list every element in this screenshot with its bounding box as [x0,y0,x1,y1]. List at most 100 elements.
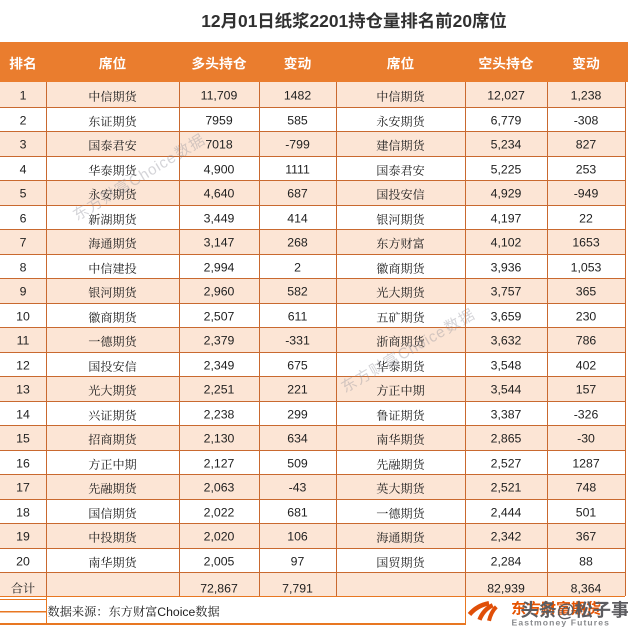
svg-text:2,130: 2,130 [204,432,235,446]
svg-text:634: 634 [287,432,308,446]
svg-text:3,548: 3,548 [491,359,522,373]
svg-text:299: 299 [287,408,308,422]
svg-text:7018: 7018 [205,138,233,152]
svg-text:88: 88 [579,555,593,569]
svg-text:582: 582 [287,285,308,299]
svg-text:2,994: 2,994 [204,261,235,275]
svg-text:402: 402 [576,359,597,373]
svg-text:01: 01 [238,11,258,31]
svg-text:10: 10 [16,310,30,324]
svg-text:4,900: 4,900 [204,163,235,177]
svg-text:4: 4 [20,163,27,177]
svg-text:11: 11 [17,334,30,348]
svg-text:611: 611 [288,310,308,324]
svg-text:19: 19 [16,530,30,544]
svg-text:3,757: 3,757 [491,285,522,299]
svg-text:12: 12 [201,11,220,31]
svg-text:2: 2 [20,114,27,128]
svg-text:72,867: 72,867 [200,581,238,595]
svg-text:2,022: 2,022 [204,506,235,520]
svg-text:6: 6 [20,212,27,226]
svg-text:2,444: 2,444 [491,506,522,520]
svg-text:-308: -308 [574,114,599,128]
svg-text:1,238: 1,238 [571,89,602,103]
svg-text:3,632: 3,632 [491,334,522,348]
svg-text:230: 230 [576,310,597,324]
svg-text:2,349: 2,349 [204,359,235,373]
svg-text:2: 2 [294,261,301,275]
svg-text:4,640: 4,640 [204,187,235,201]
svg-text:3: 3 [20,138,27,152]
svg-text:18: 18 [16,506,30,520]
svg-text:2201: 2201 [310,11,349,31]
svg-text:-331: -331 [285,334,310,348]
svg-text:268: 268 [287,236,308,250]
svg-text:Eastmoney Futures: Eastmoney Futures [512,617,610,627]
svg-text:675: 675 [287,359,308,373]
svg-text:253: 253 [576,163,597,177]
svg-text:20: 20 [453,11,472,31]
svg-text:8,364: 8,364 [571,581,602,595]
svg-text:509: 509 [287,457,308,471]
svg-text:12: 12 [16,359,30,373]
svg-text:3,387: 3,387 [491,408,522,422]
svg-text:11,709: 11,709 [201,89,238,103]
svg-text:681: 681 [287,506,308,520]
svg-text:4,197: 4,197 [491,212,522,226]
svg-text:1482: 1482 [284,89,312,103]
svg-text:Choice: Choice [157,605,195,619]
svg-text:2,527: 2,527 [491,457,522,471]
svg-text:82,939: 82,939 [487,581,525,595]
svg-text:4,929: 4,929 [491,187,522,201]
svg-text:1,053: 1,053 [571,261,602,275]
svg-text:1653: 1653 [572,236,600,250]
svg-text:687: 687 [287,187,308,201]
svg-text:3,544: 3,544 [491,383,522,397]
svg-text:1: 1 [20,89,27,103]
svg-text:14: 14 [16,408,30,422]
svg-text:5: 5 [20,187,27,201]
svg-text:-799: -799 [285,138,310,152]
svg-text:17: 17 [16,481,30,495]
svg-text:2,020: 2,020 [204,530,235,544]
svg-text:20: 20 [16,555,30,569]
svg-text:12,027: 12,027 [487,89,525,103]
svg-text:-30: -30 [577,432,595,446]
svg-text:13: 13 [16,383,30,397]
svg-text:7: 7 [20,236,27,250]
svg-text:786: 786 [576,334,597,348]
svg-text:365: 365 [576,285,597,299]
svg-text:2,284: 2,284 [491,555,522,569]
svg-text:367: 367 [576,530,597,544]
svg-text:585: 585 [287,114,308,128]
svg-text:1287: 1287 [572,457,600,471]
svg-text:3,936: 3,936 [491,261,522,275]
svg-text:221: 221 [287,383,308,397]
svg-text:7,791: 7,791 [282,581,313,595]
svg-text:106: 106 [287,530,308,544]
svg-text:2,865: 2,865 [491,432,522,446]
svg-text:9: 9 [20,285,27,299]
svg-text:4,102: 4,102 [491,236,522,250]
svg-text:2,960: 2,960 [204,285,235,299]
svg-text:15: 15 [16,432,30,446]
svg-text:2,521: 2,521 [491,481,522,495]
svg-text:22: 22 [579,212,593,226]
svg-text:2,507: 2,507 [204,310,235,324]
svg-text:2,379: 2,379 [204,334,235,348]
svg-text:414: 414 [287,212,308,226]
svg-text:2,238: 2,238 [204,408,235,422]
svg-text:2,251: 2,251 [204,383,235,397]
svg-text:5,234: 5,234 [491,138,522,152]
svg-text:3,659: 3,659 [491,310,522,324]
svg-text:16: 16 [16,457,30,471]
svg-text:-326: -326 [574,408,599,422]
svg-text:748: 748 [576,481,597,495]
svg-text:6,779: 6,779 [491,114,522,128]
svg-text:5,225: 5,225 [491,163,522,177]
svg-text:2,342: 2,342 [491,530,522,544]
svg-text:157: 157 [576,383,597,397]
svg-text:3,449: 3,449 [204,212,235,226]
svg-text:97: 97 [291,555,305,569]
svg-text:8: 8 [20,261,27,275]
